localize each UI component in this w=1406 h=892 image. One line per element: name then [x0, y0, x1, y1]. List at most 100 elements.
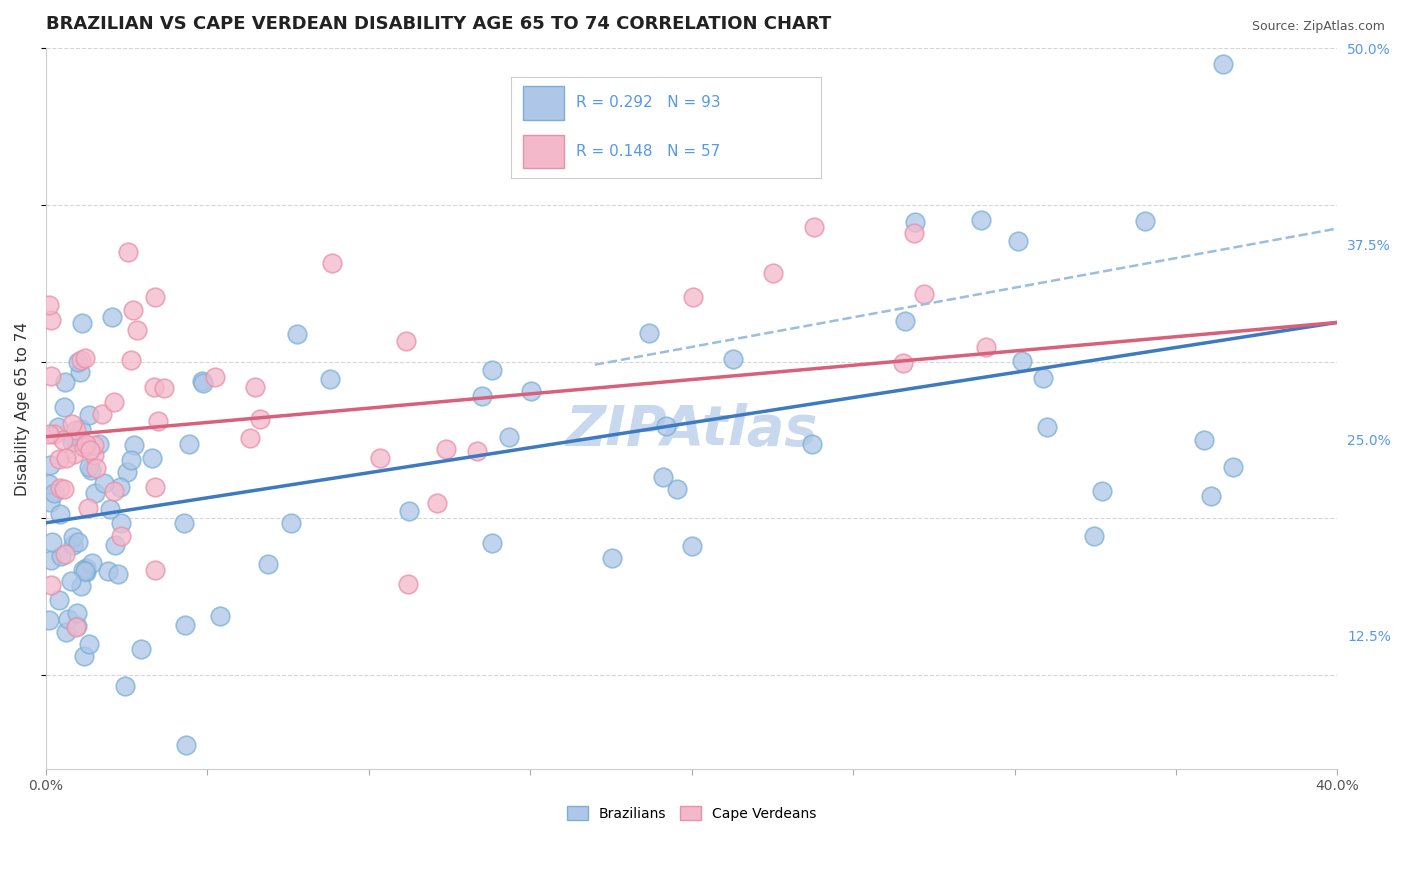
Point — [38, 613, 60, 627]
Point — [79, 442, 101, 457]
Point — [434, 442, 457, 456]
Point — [70, 422, 93, 436]
Point — [321, 256, 343, 270]
Point — [721, 352, 744, 367]
Point — [141, 450, 163, 465]
Point — [67, 534, 90, 549]
Point — [69, 353, 91, 368]
Point — [84, 460, 107, 475]
Point — [73, 440, 96, 454]
Point — [46, 419, 69, 434]
Point — [63, 430, 86, 444]
Point — [110, 529, 132, 543]
Legend: Brazilians, Cape Verdeans: Brazilians, Cape Verdeans — [561, 800, 823, 827]
Point — [39, 553, 62, 567]
Point — [75, 564, 97, 578]
Point — [77, 637, 100, 651]
Point — [665, 483, 688, 497]
Point — [368, 451, 391, 466]
Point — [1135, 214, 1157, 228]
Point — [107, 567, 129, 582]
Point — [65, 423, 87, 437]
Text: BRAZILIAN VS CAPE VERDEAN DISABILITY AGE 65 TO 74 CORRELATION CHART: BRAZILIAN VS CAPE VERDEAN DISABILITY AGE… — [46, 15, 831, 33]
Point — [53, 482, 76, 496]
Point — [249, 412, 271, 426]
Point — [75, 351, 97, 366]
Point — [471, 389, 494, 403]
Point — [38, 476, 60, 491]
Point — [72, 563, 94, 577]
Point — [115, 465, 138, 479]
Point — [97, 564, 120, 578]
Point — [600, 550, 623, 565]
Point — [63, 447, 86, 461]
Point — [912, 287, 935, 301]
Point — [682, 290, 704, 304]
Point — [39, 494, 62, 508]
Point — [41, 368, 63, 383]
Point — [465, 444, 488, 458]
Point — [655, 419, 678, 434]
Point — [319, 372, 342, 386]
Point — [143, 290, 166, 304]
Point — [62, 434, 84, 449]
Point — [638, 326, 661, 340]
Point — [1032, 370, 1054, 384]
Point — [77, 501, 100, 516]
Point — [143, 563, 166, 577]
Point — [256, 557, 278, 571]
Point — [83, 438, 105, 452]
Point — [75, 561, 97, 575]
Point — [122, 438, 145, 452]
Point — [129, 642, 152, 657]
Point — [41, 535, 63, 549]
Point — [44, 486, 66, 500]
Point — [49, 508, 72, 522]
Point — [520, 384, 543, 398]
Point — [1090, 483, 1112, 498]
Point — [70, 316, 93, 330]
Point — [190, 374, 212, 388]
Point — [173, 516, 195, 530]
Point — [66, 619, 89, 633]
Point — [174, 738, 197, 752]
Point — [70, 579, 93, 593]
Point — [39, 578, 62, 592]
Point — [62, 530, 84, 544]
Point — [69, 365, 91, 379]
Point — [891, 356, 914, 370]
Text: ZIPAtlas: ZIPAtlas — [565, 403, 818, 457]
Point — [481, 363, 503, 377]
Point — [82, 556, 104, 570]
Point — [239, 430, 262, 444]
Point — [1211, 57, 1233, 71]
Point — [62, 539, 84, 553]
Point — [395, 334, 418, 348]
Point — [93, 476, 115, 491]
Point — [146, 414, 169, 428]
Point — [42, 426, 65, 441]
Point — [1036, 420, 1059, 434]
Point — [62, 417, 84, 432]
Point — [498, 430, 520, 444]
Point — [53, 400, 76, 414]
Point — [117, 245, 139, 260]
Point — [101, 310, 124, 325]
Point — [110, 516, 132, 530]
Point — [51, 549, 73, 563]
Point — [75, 566, 97, 580]
Point — [287, 327, 309, 342]
Point — [204, 370, 226, 384]
Point — [66, 355, 89, 369]
Point — [1011, 354, 1033, 368]
Point — [48, 451, 70, 466]
Point — [98, 502, 121, 516]
Point — [53, 375, 76, 389]
Point — [39, 458, 62, 472]
Point — [481, 535, 503, 549]
Point — [55, 451, 77, 466]
Point — [396, 577, 419, 591]
Point — [65, 620, 87, 634]
Point — [903, 226, 925, 240]
Point — [75, 437, 97, 451]
